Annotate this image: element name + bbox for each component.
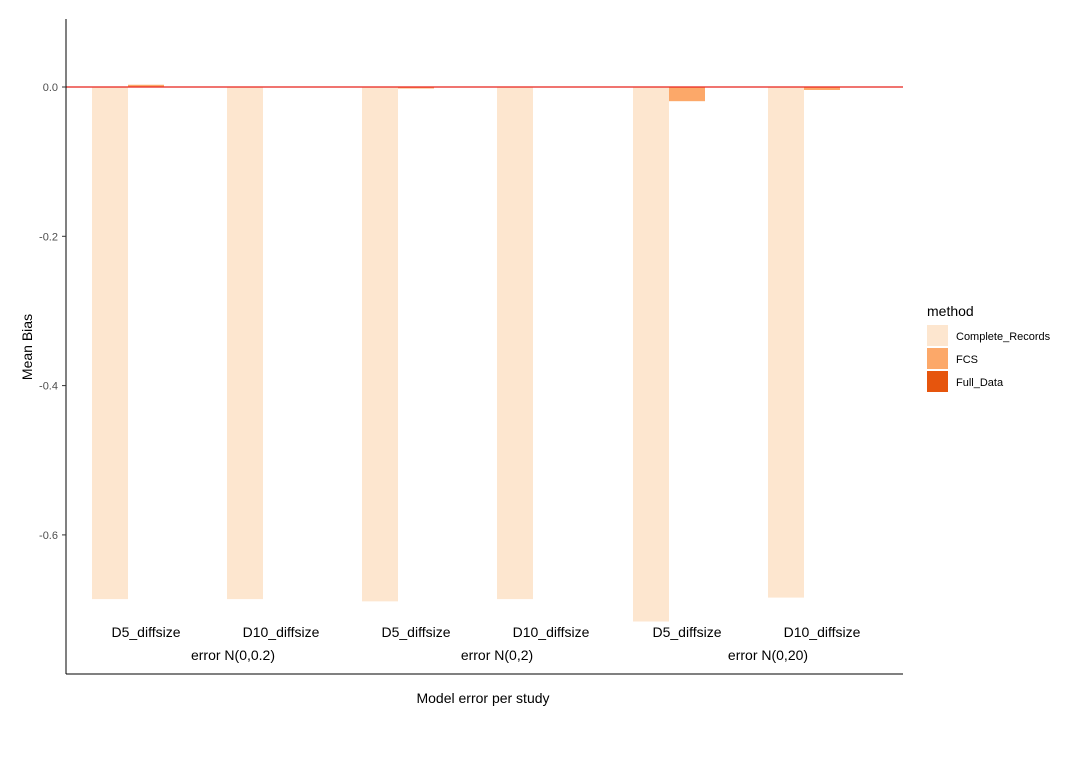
bar-fcs	[128, 84, 164, 87]
legend-key-fcs	[927, 348, 948, 369]
legend-key-full-data	[927, 371, 948, 392]
x-category-label: D5_diffsize	[652, 624, 721, 640]
y-tick-label: -0.6	[39, 530, 58, 542]
x-group-label: error N(0,0.2)	[191, 647, 275, 663]
axes-layer	[65, 19, 903, 675]
legend-key-complete-records	[927, 325, 948, 346]
x-group-label: error N(0,20)	[728, 647, 808, 663]
y-axis-title: Mean Bias	[19, 314, 35, 380]
bar-complete-records	[497, 87, 533, 600]
legend-title: method	[927, 303, 974, 319]
legend-label: Full_Data	[956, 377, 1004, 389]
bar-fcs	[804, 87, 840, 90]
bar-complete-records	[633, 87, 669, 622]
x-group-label: error N(0,2)	[461, 647, 533, 663]
x-category-label: D10_diffsize	[243, 624, 320, 640]
bar-complete-records	[768, 87, 804, 598]
legend-label: Complete_Records	[956, 331, 1051, 343]
bar-complete-records	[227, 87, 263, 600]
x-category-label: D5_diffsize	[381, 624, 450, 640]
y-tick-label: -0.2	[39, 231, 58, 243]
x-group-labels-layer: error N(0,0.2) error N(0,2) error N(0,20)	[191, 647, 808, 663]
x-category-label: D10_diffsize	[784, 624, 861, 640]
x-category-label: D10_diffsize	[513, 624, 590, 640]
bars-layer	[92, 84, 840, 622]
legend-label: FCS	[956, 354, 978, 366]
x-axis-title: Model error per study	[416, 690, 549, 706]
bar-complete-records	[362, 87, 398, 602]
y-tick-label: -0.4	[39, 381, 58, 393]
bar-complete-records	[92, 87, 128, 600]
x-category-labels-layer: D5_diffsize D10_diffsize D5_diffsize D10_di…	[111, 624, 860, 640]
bar-fcs	[398, 87, 434, 89]
legend: method Complete_Records FCS Full_Data	[927, 303, 1051, 392]
legend-items: Complete_Records FCS Full_Data	[927, 325, 1051, 392]
y-tick-label: 0.0	[43, 82, 58, 94]
bar-fcs	[669, 87, 705, 102]
tick-labels-layer: 0.0 -0.2 -0.4 -0.6	[39, 82, 66, 542]
x-category-label: D5_diffsize	[111, 624, 180, 640]
